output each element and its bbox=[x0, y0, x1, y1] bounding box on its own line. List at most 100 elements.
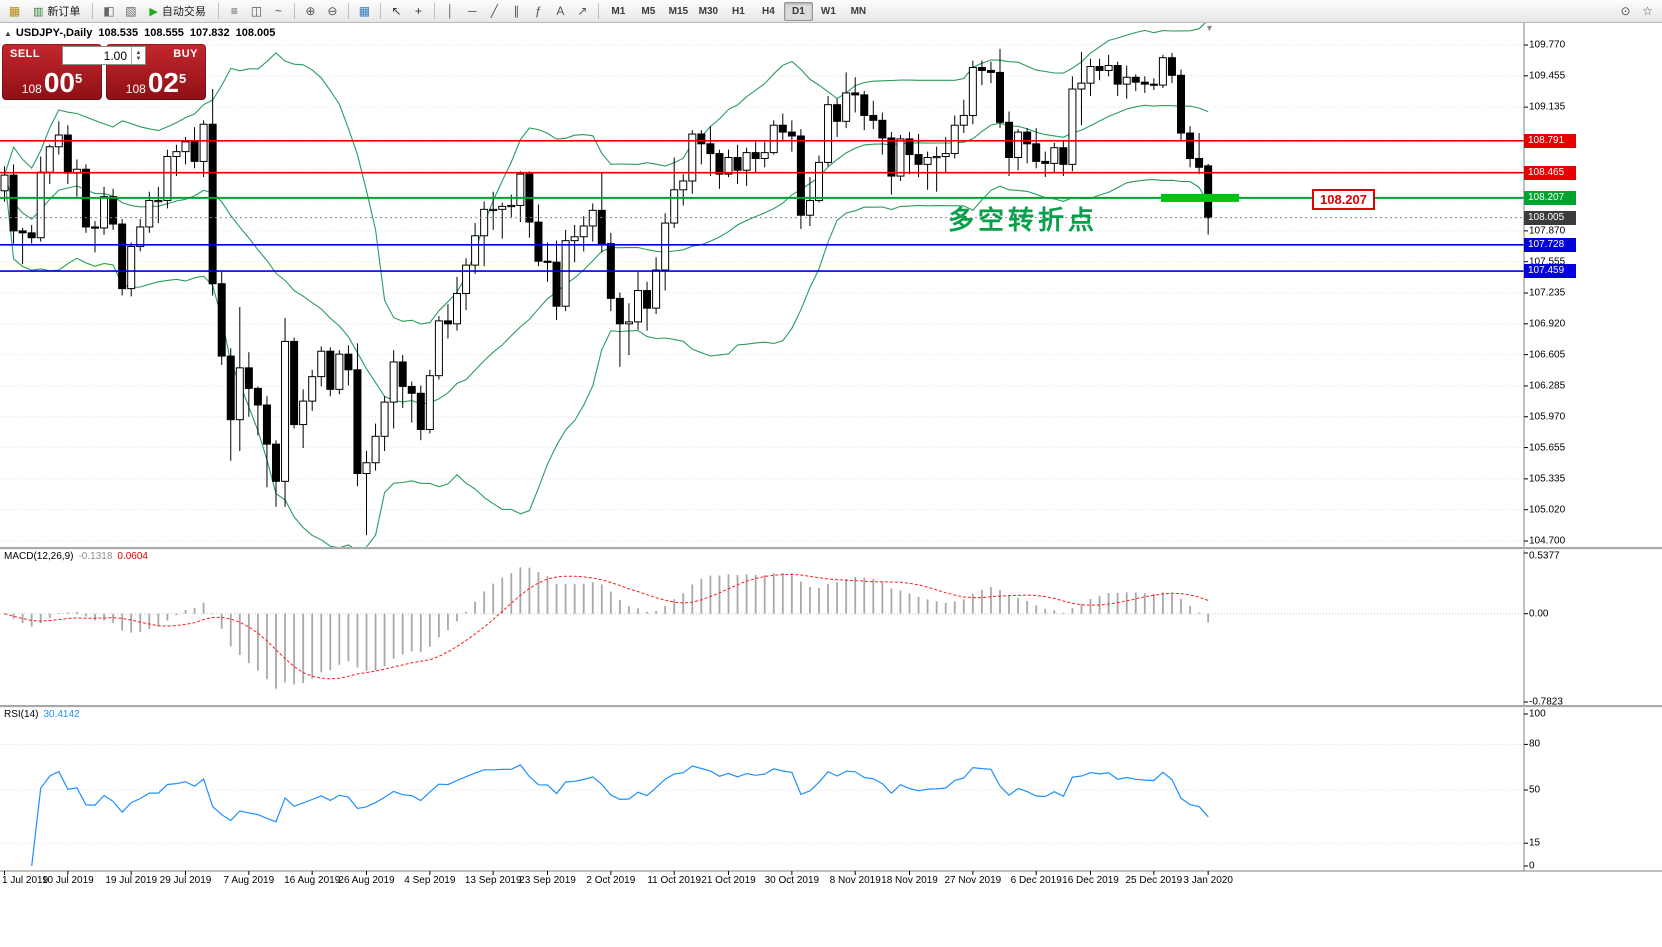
annotation-text: 多空转折点 bbox=[948, 205, 1099, 235]
timeframe-button-M1[interactable]: M1 bbox=[611, 5, 626, 17]
macd-histogram-bar bbox=[935, 601, 938, 614]
vertical-line-icon[interactable]: │ bbox=[440, 1, 461, 22]
candle-body bbox=[371, 435, 380, 464]
rsi-axis-label: 80 bbox=[1529, 738, 1541, 750]
timeframe-button-M5[interactable]: M5 bbox=[641, 5, 656, 17]
candle-body bbox=[181, 141, 190, 153]
symbol-collapse-icon[interactable]: ▲ bbox=[4, 28, 12, 38]
macd-histogram-bar bbox=[591, 582, 594, 614]
search-icon[interactable]: ⊙ bbox=[1615, 1, 1636, 22]
ohlc-close: 108.005 bbox=[235, 27, 276, 39]
macd-histogram-bar bbox=[383, 613, 386, 667]
charts-menu-icon[interactable]: ◧ bbox=[98, 1, 119, 22]
current-price-label: 108.005 bbox=[1524, 210, 1576, 225]
timeframe-button-M15[interactable]: M15 bbox=[668, 5, 689, 17]
candle-body bbox=[878, 119, 887, 139]
macd-histogram-bar bbox=[48, 613, 51, 619]
candle-body bbox=[851, 92, 860, 96]
line-chart-icon[interactable]: ~ bbox=[268, 1, 289, 22]
horizontal-line-icon[interactable]: ─ bbox=[462, 1, 483, 22]
candle-body bbox=[905, 138, 914, 156]
macd-histogram-bar bbox=[456, 613, 458, 622]
macd-histogram-bar bbox=[772, 573, 775, 614]
fibonacci-icon[interactable]: ƒ bbox=[528, 1, 549, 22]
profiles-icon[interactable]: ▧ bbox=[120, 1, 141, 22]
zoom-out-icon[interactable]: ⊖ bbox=[322, 1, 343, 22]
chart-shift-marker-icon[interactable]: ▼ bbox=[1205, 23, 1214, 33]
macd-histogram-bar bbox=[1207, 613, 1210, 623]
volume-input[interactable]: 1.00 ▲ ▼ bbox=[62, 46, 146, 65]
volume-spinner[interactable]: ▲ ▼ bbox=[131, 47, 145, 64]
price-axis-label: 106.605 bbox=[1529, 349, 1566, 361]
candle-body bbox=[127, 246, 136, 290]
toolbar-separator bbox=[347, 3, 349, 19]
text-label-icon[interactable]: A bbox=[550, 1, 571, 22]
ohlc-low: 107.832 bbox=[189, 27, 230, 39]
autotrading-button[interactable]: ▶ 自动交易 bbox=[142, 1, 212, 22]
macd-histogram-bar bbox=[139, 613, 142, 633]
zoom-in-icon[interactable]: ⊕ bbox=[300, 1, 321, 22]
toolbar-separator bbox=[217, 3, 219, 19]
candle-body bbox=[543, 260, 552, 263]
channel-icon[interactable]: ∥ bbox=[506, 1, 527, 22]
volume-down-icon[interactable]: ▼ bbox=[135, 55, 142, 62]
trendline-icon[interactable]: ╱ bbox=[484, 1, 505, 22]
macd-histogram-bar bbox=[428, 613, 431, 647]
macd-histogram-bar bbox=[410, 613, 413, 652]
candle-body bbox=[1122, 76, 1131, 85]
candlestick-icon: ◫ bbox=[250, 4, 263, 18]
timeframe-button-MN[interactable]: MN bbox=[850, 5, 867, 17]
macd-histogram-bar bbox=[990, 587, 992, 614]
bar-chart-icon[interactable]: ≡ bbox=[224, 1, 245, 22]
bid-big-digits: 00 bbox=[43, 67, 75, 98]
macd-histogram-bar bbox=[293, 613, 295, 685]
candle-body bbox=[516, 173, 525, 206]
timeframe-button-H4[interactable]: H4 bbox=[761, 5, 775, 17]
timeframe-button-D1[interactable]: D1 bbox=[783, 1, 813, 21]
macd-histogram-bar bbox=[564, 584, 567, 614]
price-line-label: 108.207 bbox=[1524, 190, 1576, 205]
timeframe-button-W1[interactable]: W1 bbox=[820, 5, 836, 17]
charts-menu-icon: ◧ bbox=[103, 4, 115, 18]
favorites-icon[interactable]: ☆ bbox=[1637, 1, 1658, 22]
candle-body bbox=[561, 240, 570, 307]
macd-histogram-bar bbox=[39, 613, 42, 624]
sell-button[interactable]: SELL 108 00 5 bbox=[2, 44, 102, 100]
macd-histogram-bar bbox=[736, 575, 739, 614]
candle-body bbox=[272, 443, 280, 482]
tile-windows-icon[interactable]: ▦ bbox=[354, 1, 375, 22]
price-axis-label: 109.135 bbox=[1529, 101, 1566, 113]
macd-histogram-bar bbox=[302, 613, 305, 683]
highlight-bar[interactable] bbox=[1161, 193, 1239, 202]
timeframe-button-H1[interactable]: H1 bbox=[731, 5, 745, 17]
new-order-button[interactable]: ▥ 新订单 bbox=[26, 1, 87, 22]
macd-histogram-bar bbox=[94, 613, 96, 621]
candlestick-icon[interactable]: ◫ bbox=[246, 1, 267, 22]
candle-body bbox=[751, 152, 760, 159]
splitter-main-macd[interactable] bbox=[0, 547, 1662, 550]
macd-histogram-bar bbox=[1198, 612, 1200, 614]
time-axis-label: 25 Dec 2019 bbox=[1125, 875, 1183, 886]
candle-body bbox=[733, 157, 742, 171]
price-line-label: 107.728 bbox=[1524, 237, 1576, 252]
price-tag-label[interactable]: 108.207 bbox=[1312, 189, 1375, 210]
rsi-axis-label: 0 bbox=[1529, 860, 1535, 872]
price-axis-label: 105.655 bbox=[1529, 442, 1566, 454]
candle-body bbox=[389, 361, 398, 403]
macd-histogram-bar bbox=[419, 613, 422, 652]
price-line-label: 107.459 bbox=[1524, 264, 1576, 279]
splitter-macd-rsi[interactable] bbox=[0, 705, 1662, 708]
candle-body bbox=[670, 189, 679, 224]
macd-histogram-bar bbox=[827, 583, 829, 614]
crosshair-icon[interactable]: + bbox=[408, 1, 429, 22]
arrow-object-icon[interactable]: ↗ bbox=[572, 1, 593, 22]
new-chart-icon[interactable]: ▦ bbox=[4, 1, 25, 22]
timeframe-button-M30[interactable]: M30 bbox=[698, 5, 719, 17]
candle-body bbox=[706, 143, 715, 155]
volume-up-icon[interactable]: ▲ bbox=[135, 49, 142, 56]
macd-histogram-bar bbox=[655, 611, 657, 614]
macd-histogram-bar bbox=[881, 582, 884, 614]
cursor-icon[interactable]: ↖ bbox=[386, 1, 407, 22]
candle-body bbox=[1077, 82, 1086, 90]
